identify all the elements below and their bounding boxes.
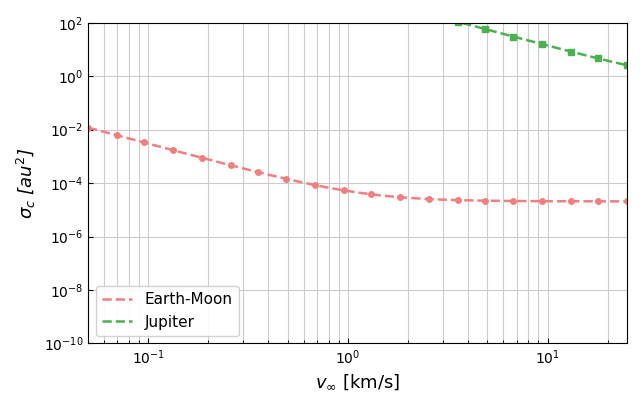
Line: Earth-Moon: Earth-Moon	[88, 128, 627, 201]
Line: Jupiter: Jupiter	[88, 0, 627, 65]
Legend: Earth-Moon, Jupiter: Earth-Moon, Jupiter	[96, 286, 239, 336]
Earth-Moon	[539, 199, 546, 204]
Earth-Moon	[405, 195, 413, 200]
Earth-Moon	[414, 196, 422, 201]
Earth-Moon	[84, 125, 92, 130]
Earth-Moon	[623, 199, 631, 204]
Jupiter	[539, 42, 546, 47]
Jupiter	[573, 50, 580, 55]
Jupiter	[405, 6, 413, 11]
Earth-Moon	[403, 195, 411, 200]
Earth-Moon	[86, 126, 94, 131]
Earth-Moon	[573, 199, 580, 204]
Jupiter	[403, 6, 411, 11]
Jupiter	[414, 9, 422, 13]
Jupiter	[623, 63, 631, 68]
X-axis label: $v_{\infty}$ [km/s]: $v_{\infty}$ [km/s]	[315, 372, 400, 392]
Y-axis label: $\sigma_c$ [$au^2$]: $\sigma_c$ [$au^2$]	[15, 147, 38, 219]
